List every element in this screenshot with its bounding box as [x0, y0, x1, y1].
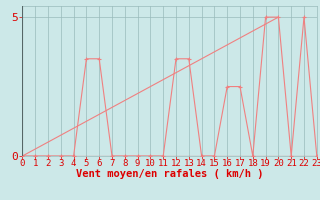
X-axis label: Vent moyen/en rafales ( km/h ): Vent moyen/en rafales ( km/h )	[76, 169, 263, 179]
